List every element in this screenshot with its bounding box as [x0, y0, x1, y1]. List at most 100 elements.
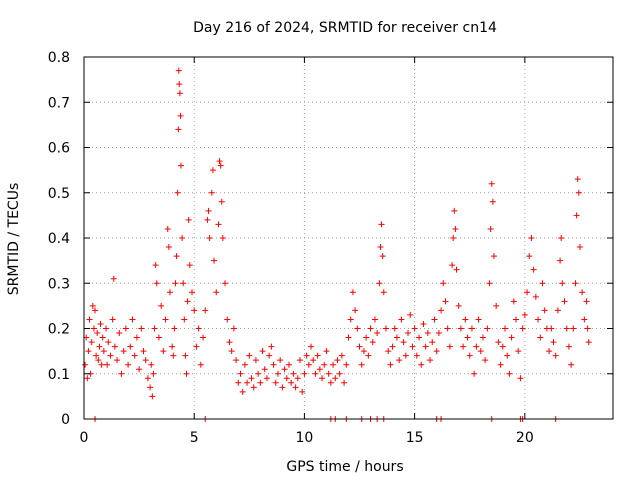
data-point — [314, 352, 321, 359]
data-point — [579, 289, 586, 296]
data-point — [94, 330, 101, 337]
data-point — [193, 343, 200, 350]
data-point — [86, 316, 93, 323]
data-point — [85, 348, 92, 355]
data-point — [268, 343, 275, 350]
data-point — [111, 343, 118, 350]
data-point — [570, 325, 577, 332]
data-point — [321, 361, 328, 368]
y-tick-label: 0 — [61, 412, 70, 428]
data-point — [585, 339, 592, 346]
data-point — [175, 126, 182, 133]
data-point — [341, 379, 348, 386]
data-point — [125, 361, 132, 368]
data-point — [239, 388, 246, 395]
data-point — [330, 361, 337, 368]
y-tick-label: 0.3 — [48, 276, 70, 292]
data-point — [182, 352, 189, 359]
data-point — [332, 375, 339, 382]
data-point — [142, 357, 149, 364]
y-tick-label: 0.6 — [48, 141, 70, 157]
data-point — [250, 384, 257, 391]
data-point — [327, 379, 334, 386]
data-point — [338, 352, 345, 359]
data-point — [202, 307, 209, 314]
data-point — [216, 158, 223, 165]
data-point — [206, 235, 213, 241]
data-point — [191, 307, 198, 314]
data-point — [400, 339, 407, 346]
data-point — [186, 262, 193, 269]
data-point — [197, 361, 204, 368]
data-point — [460, 343, 467, 350]
data-point — [526, 253, 533, 260]
data-point — [116, 330, 123, 337]
data-point — [136, 366, 143, 373]
data-point — [218, 198, 225, 205]
data-point — [451, 207, 458, 214]
data-point — [312, 370, 319, 377]
data-point — [169, 343, 176, 350]
data-point — [499, 343, 506, 350]
data-point — [377, 244, 384, 251]
data-point — [122, 325, 129, 332]
data-point — [557, 257, 564, 264]
data-point — [391, 325, 398, 332]
data-point — [174, 189, 181, 196]
data-point — [442, 298, 449, 305]
data-point — [528, 235, 535, 241]
data-point — [424, 330, 431, 337]
x-tick-label: 20 — [516, 430, 534, 446]
data-point — [95, 357, 102, 364]
data-point — [374, 330, 381, 337]
data-point — [107, 352, 114, 359]
data-point — [365, 352, 372, 359]
data-point — [457, 325, 464, 332]
data-point — [228, 348, 235, 355]
data-point — [504, 352, 511, 359]
x-tick-label: 10 — [296, 430, 314, 446]
data-point — [226, 339, 233, 346]
data-point — [347, 316, 354, 323]
data-point — [440, 280, 447, 287]
data-point — [259, 348, 266, 355]
x-tick-label: 0 — [80, 430, 89, 446]
data-point — [497, 361, 504, 368]
data-point — [411, 325, 418, 332]
data-point — [155, 334, 162, 341]
data-point — [305, 361, 312, 368]
data-point — [138, 325, 145, 332]
data-point — [149, 393, 156, 400]
data-point — [513, 316, 520, 323]
data-point — [179, 235, 186, 241]
data-point — [371, 316, 378, 323]
data-point — [285, 361, 292, 368]
data-point — [277, 357, 284, 364]
data-point — [308, 343, 315, 350]
data-point — [297, 357, 304, 364]
data-point — [165, 244, 172, 251]
data-point — [552, 352, 559, 359]
data-point — [215, 221, 222, 228]
data-point — [325, 370, 332, 377]
data-point — [90, 325, 97, 332]
data-point — [488, 180, 495, 187]
data-point — [446, 343, 453, 350]
data-point — [539, 280, 546, 287]
data-point — [510, 298, 517, 305]
data-point — [235, 379, 242, 386]
data-point — [396, 357, 403, 364]
data-point — [148, 361, 155, 368]
data-point — [110, 275, 117, 282]
y-tick-label: 0.1 — [48, 367, 70, 383]
data-point — [176, 90, 183, 97]
data-point — [175, 67, 182, 74]
data-point — [487, 225, 494, 232]
data-point — [422, 343, 429, 350]
data-point — [114, 357, 121, 364]
data-point — [541, 307, 548, 314]
tick-labels: 0 0.1 0.2 0.3 0.4 0.5 0.6 0.7 0.8 0 5 10 15 20 — [48, 50, 534, 446]
data-point — [288, 379, 295, 386]
data-point — [477, 348, 484, 355]
